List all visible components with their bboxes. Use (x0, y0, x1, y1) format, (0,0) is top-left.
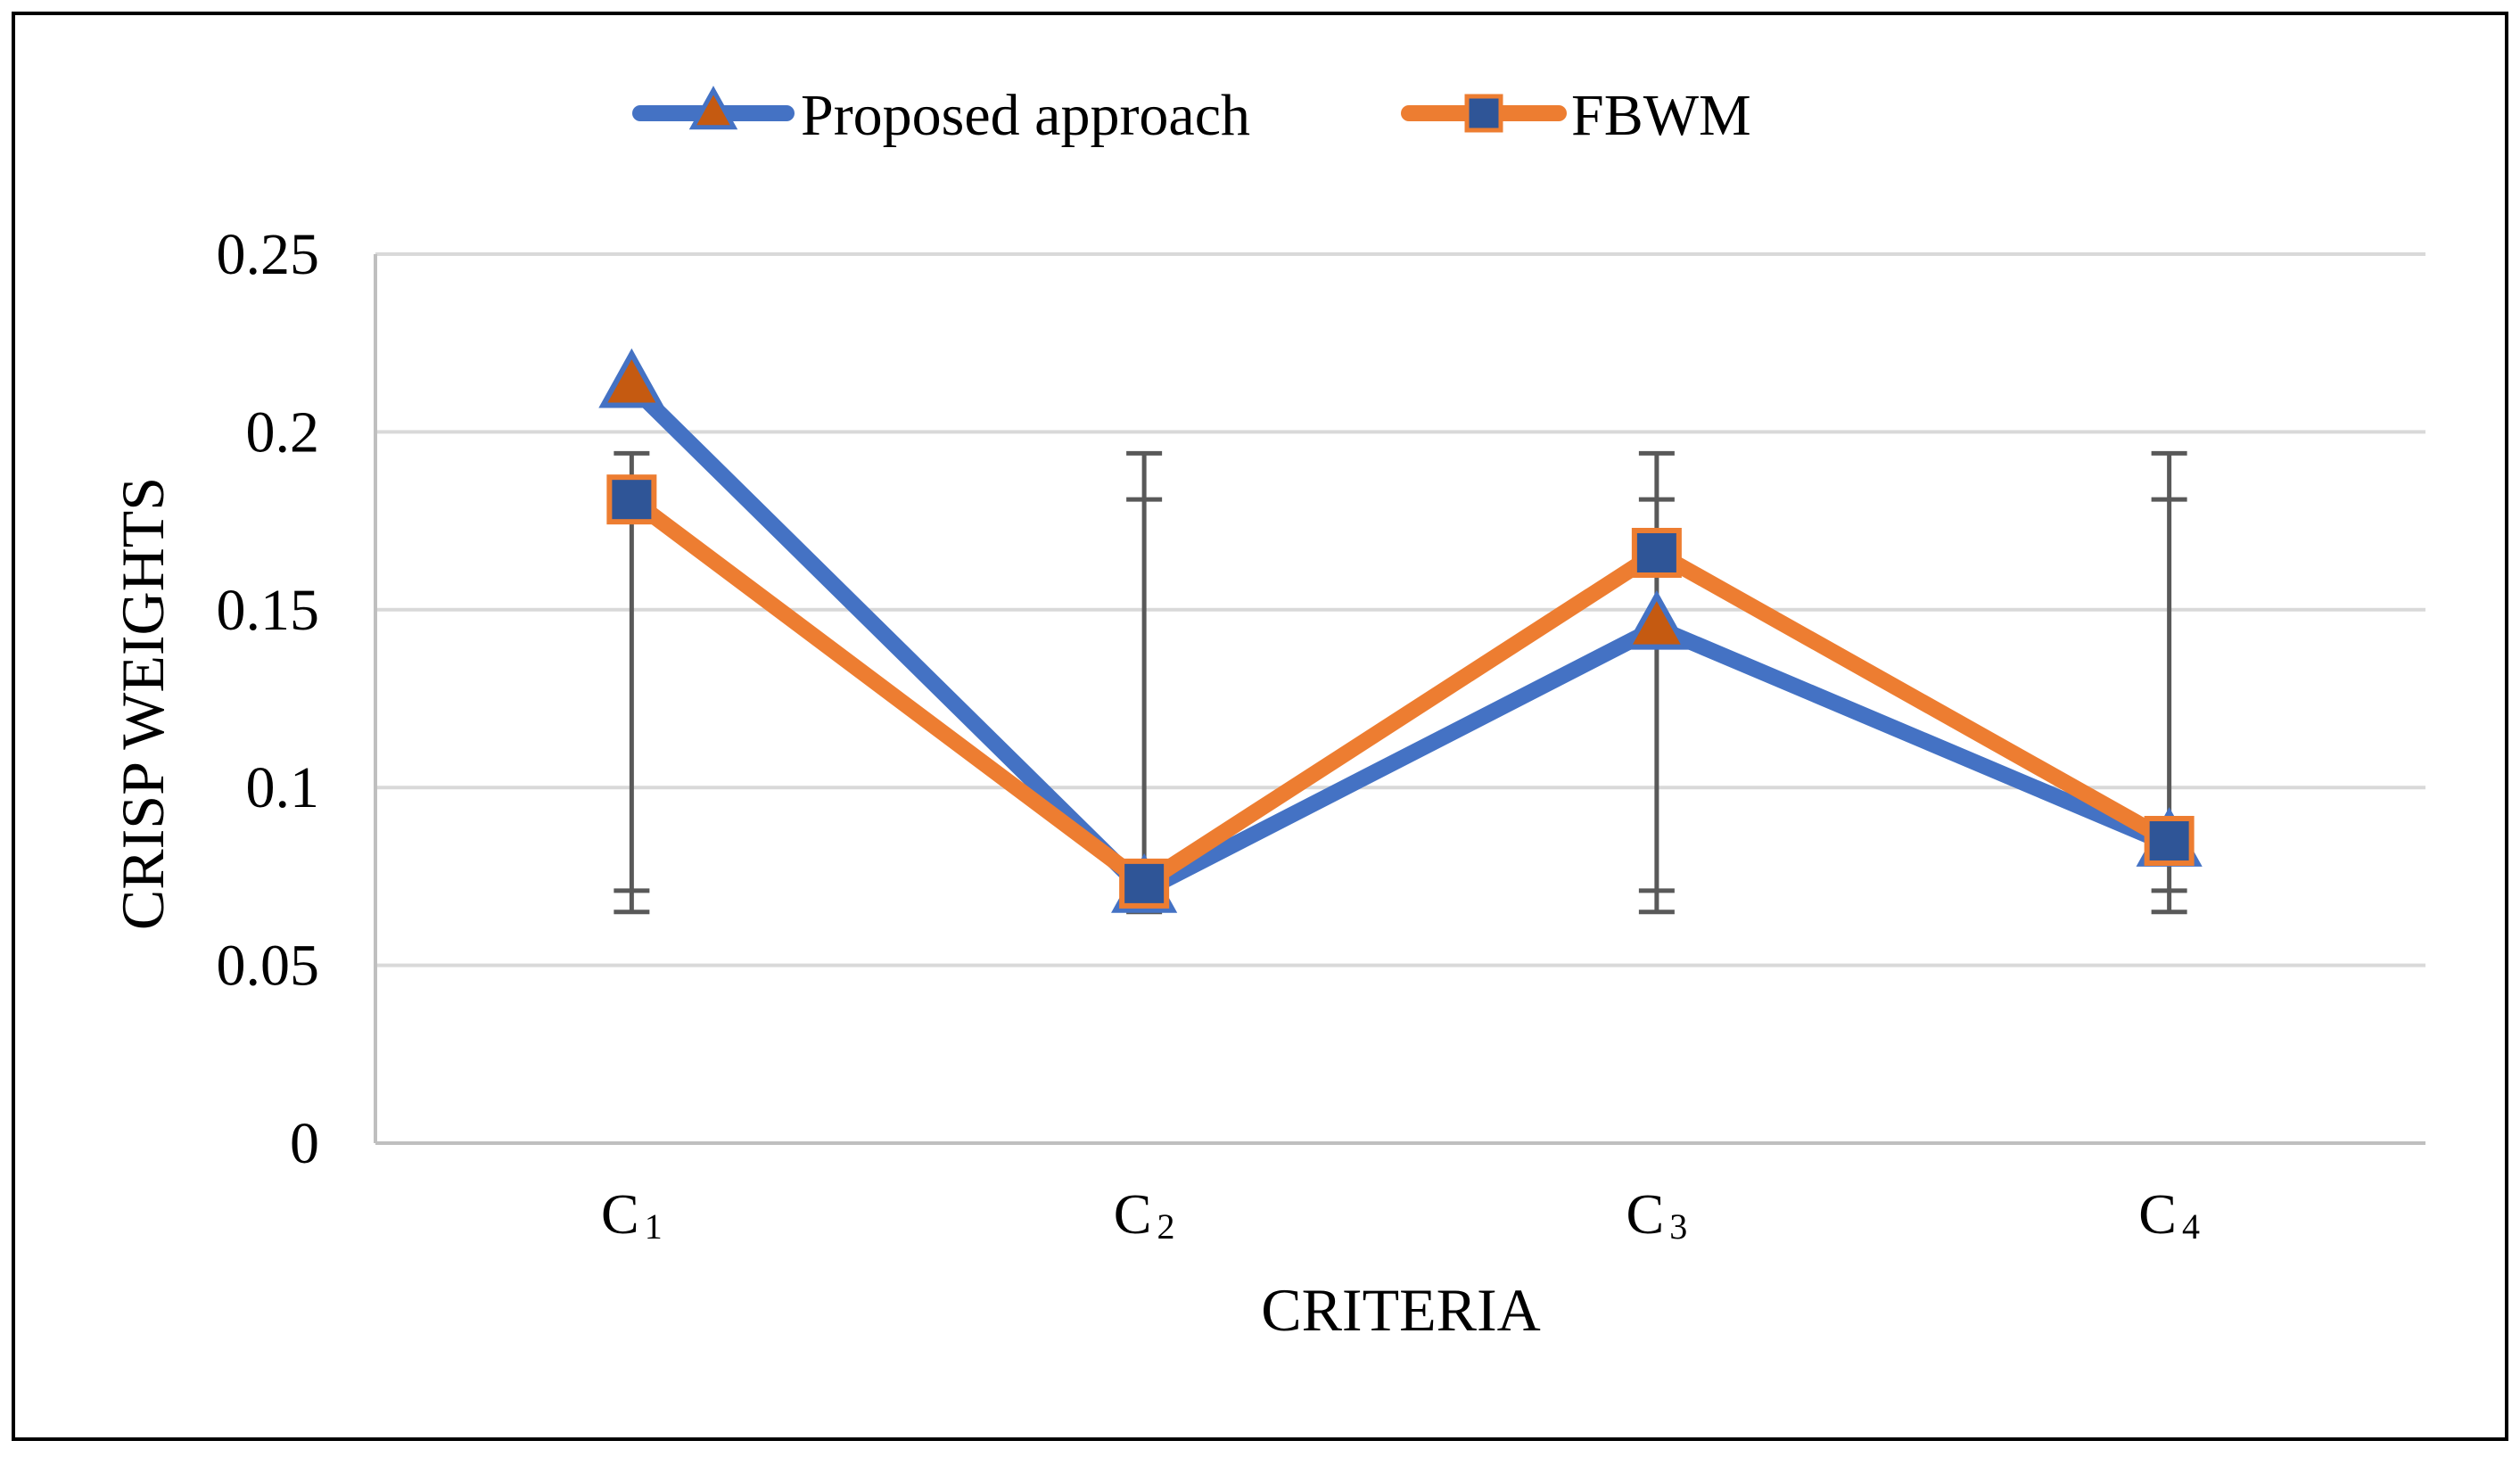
data-point (606, 474, 657, 525)
chart-border (12, 12, 2508, 1441)
data-point (598, 348, 665, 408)
data-point (1119, 858, 1170, 909)
x-tick-letter: C (1114, 1182, 1152, 1246)
grid-layer (374, 252, 2425, 1145)
y-tick-label: 0 (290, 1111, 319, 1176)
legend-marker (688, 86, 738, 130)
y-tick-label: 0.2 (246, 399, 320, 465)
data-point (1623, 589, 1690, 650)
series-layer (598, 348, 2203, 913)
data-point (2144, 816, 2195, 867)
y-tick-label: 0.1 (246, 755, 320, 820)
legend[interactable]: Proposed approach FBWM (632, 83, 1751, 148)
data-point (1631, 527, 1682, 578)
x-axis-label: CRITERIA (1261, 1276, 1541, 1344)
x-tick-subscript: 3 (1669, 1206, 1687, 1247)
x-tick-subscript: 2 (1157, 1206, 1174, 1247)
legend-label: Proposed approach (801, 83, 1250, 148)
x-tick-subscript: 4 (2182, 1206, 2200, 1247)
legend-item[interactable]: FBWM (1401, 83, 1751, 148)
legend-marker (1464, 94, 1503, 133)
y-tick-label: 0.05 (217, 934, 320, 999)
legend-item[interactable]: Proposed approach (632, 83, 1250, 148)
legend-label: FBWM (1571, 83, 1751, 148)
y-axis-label: CRISP WEIGHTS (109, 477, 177, 930)
x-tick-letter: C (2138, 1182, 2177, 1246)
series-fbwm (606, 474, 2195, 909)
y-tick-label: 0.25 (217, 222, 320, 287)
y-tick-label: 0.15 (217, 578, 320, 643)
y-tick-labels: 0 0.05 0.1 0.15 0.2 0.25 (217, 222, 320, 1176)
x-tick-subscript: 1 (645, 1206, 663, 1247)
x-tick-letter: C (601, 1182, 639, 1246)
x-tick-letter: C (1626, 1182, 1665, 1246)
series-line (623, 491, 2178, 892)
series-line (623, 377, 2178, 899)
